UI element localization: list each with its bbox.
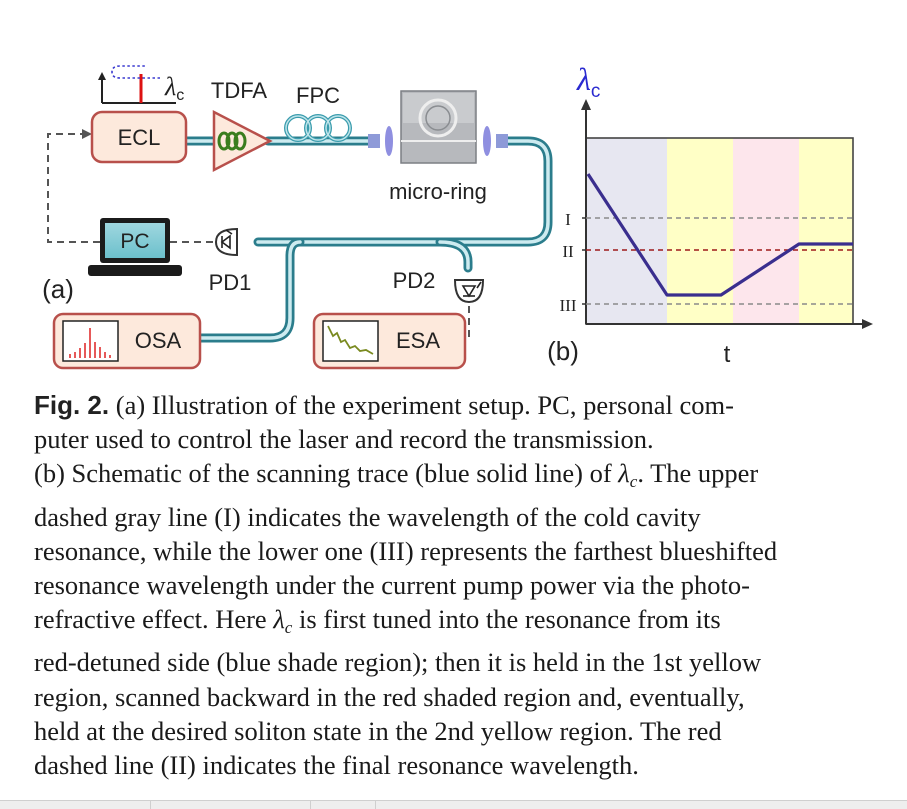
figure-caption: Fig. 2. (a) Illustration of the experime… xyxy=(34,388,880,782)
caption-line-2: puter used to control the laser and reco… xyxy=(34,424,654,455)
tdfa-label: TDFA xyxy=(211,78,268,103)
pd2-photodiode: PD2 xyxy=(393,268,485,304)
esa-box: ESA xyxy=(312,312,467,370)
level-I-label: I xyxy=(565,210,571,229)
panel-a-setup: λc ECL TDFA xyxy=(42,65,553,370)
ecl-box: ECL xyxy=(90,110,188,164)
fiber-coupler-left xyxy=(368,134,380,148)
osa-box: OSA xyxy=(52,312,202,370)
caption-line-5: resonance, while the lower one (III) rep… xyxy=(34,535,778,566)
caption-lambda-1: λ xyxy=(618,458,630,489)
caption-lambda-2: λ xyxy=(273,604,285,635)
panel-b-y-label: λc xyxy=(576,61,600,102)
caption-line-1: Fig. 2. (a) Illustration of the experime… xyxy=(34,388,880,422)
caption-line-8: red-detuned side (blue shade region); th… xyxy=(34,647,762,678)
caption-lambda-sub-2: c xyxy=(284,618,293,638)
caption-line-3: (b) Schematic of the scanning trace (blu… xyxy=(34,456,880,499)
caption-lambda-sub-1: c xyxy=(629,472,638,492)
ecl-label: ECL xyxy=(118,125,161,150)
tdfa-amplifier: TDFA xyxy=(211,78,273,173)
level-II-label: II xyxy=(562,242,574,261)
panel-b-x-label: t xyxy=(724,341,731,368)
pd2-label: PD2 xyxy=(393,268,436,293)
fpc-controller: FPC xyxy=(284,83,352,142)
micro-ring-chip: micro-ring xyxy=(389,90,487,204)
region-red xyxy=(733,138,799,324)
caption-text-3-tail: . The upper xyxy=(637,458,759,489)
caption-fig-label: Fig. 2. xyxy=(34,390,110,420)
esa-label: ESA xyxy=(396,328,440,353)
pc-label: PC xyxy=(120,230,149,253)
tuning-icon: λc xyxy=(98,65,184,104)
pc-laptop-icon: PC xyxy=(88,218,182,276)
caption-line-7: refractive effect. Here λc is first tune… xyxy=(34,602,880,645)
level-III-label: III xyxy=(560,296,577,315)
y-axis-arrowhead xyxy=(581,99,591,110)
amplifier-coil-icon xyxy=(217,131,247,151)
pd1-label: PD1 xyxy=(209,270,252,295)
rf-spectrum-icon xyxy=(327,325,374,355)
x-axis-arrowhead xyxy=(862,319,873,329)
caption-text-7-tail: is first tuned into the resonance from i… xyxy=(292,604,721,635)
region-yellow-2 xyxy=(799,138,853,324)
pd1-photodiode: PD1 xyxy=(209,227,252,295)
caption-text-7: refractive effect. Here xyxy=(34,604,274,635)
osa-label: OSA xyxy=(135,328,182,353)
photodiode-icon xyxy=(220,229,233,250)
fiber-coupler-right xyxy=(496,134,508,148)
caption-line-9: region, scanned backward in the red shad… xyxy=(34,681,745,712)
caption-line-6: resonance wavelength under the current p… xyxy=(34,570,750,601)
fpc-label: FPC xyxy=(296,83,340,108)
panel-b-schematic: λc I II III t (b) xyxy=(547,61,873,368)
micro-ring-label: micro-ring xyxy=(389,179,487,204)
photodiode-icon-2 xyxy=(461,281,482,298)
caption-line-11: dashed line (II) indicates the final res… xyxy=(34,750,639,781)
caption-text-1: (a) Illustration of the experiment setup… xyxy=(109,390,734,420)
caption-text-3: (b) Schematic of the scanning trace (blu… xyxy=(34,458,619,489)
caption-line-10: held at the desired soliton state in the… xyxy=(34,715,722,746)
tuning-lambda-label: λc xyxy=(164,72,184,104)
lens-left-icon xyxy=(385,126,393,156)
panel-a-label: (a) xyxy=(42,274,74,304)
fiber-network xyxy=(181,136,553,343)
caption-line-4: dashed gray line (I) indicates the wavel… xyxy=(34,501,701,532)
bottom-scroll-strip xyxy=(0,800,907,809)
fpc-loops-icon xyxy=(284,114,352,142)
figure-2: λc ECL TDFA xyxy=(42,61,873,370)
scan-trace-line xyxy=(586,173,853,297)
lens-right-icon xyxy=(483,126,491,156)
control-arrowhead xyxy=(82,129,92,139)
control-lines xyxy=(47,133,470,340)
panel-b-label: (b) xyxy=(547,336,579,366)
spectrum-icon xyxy=(69,328,111,358)
